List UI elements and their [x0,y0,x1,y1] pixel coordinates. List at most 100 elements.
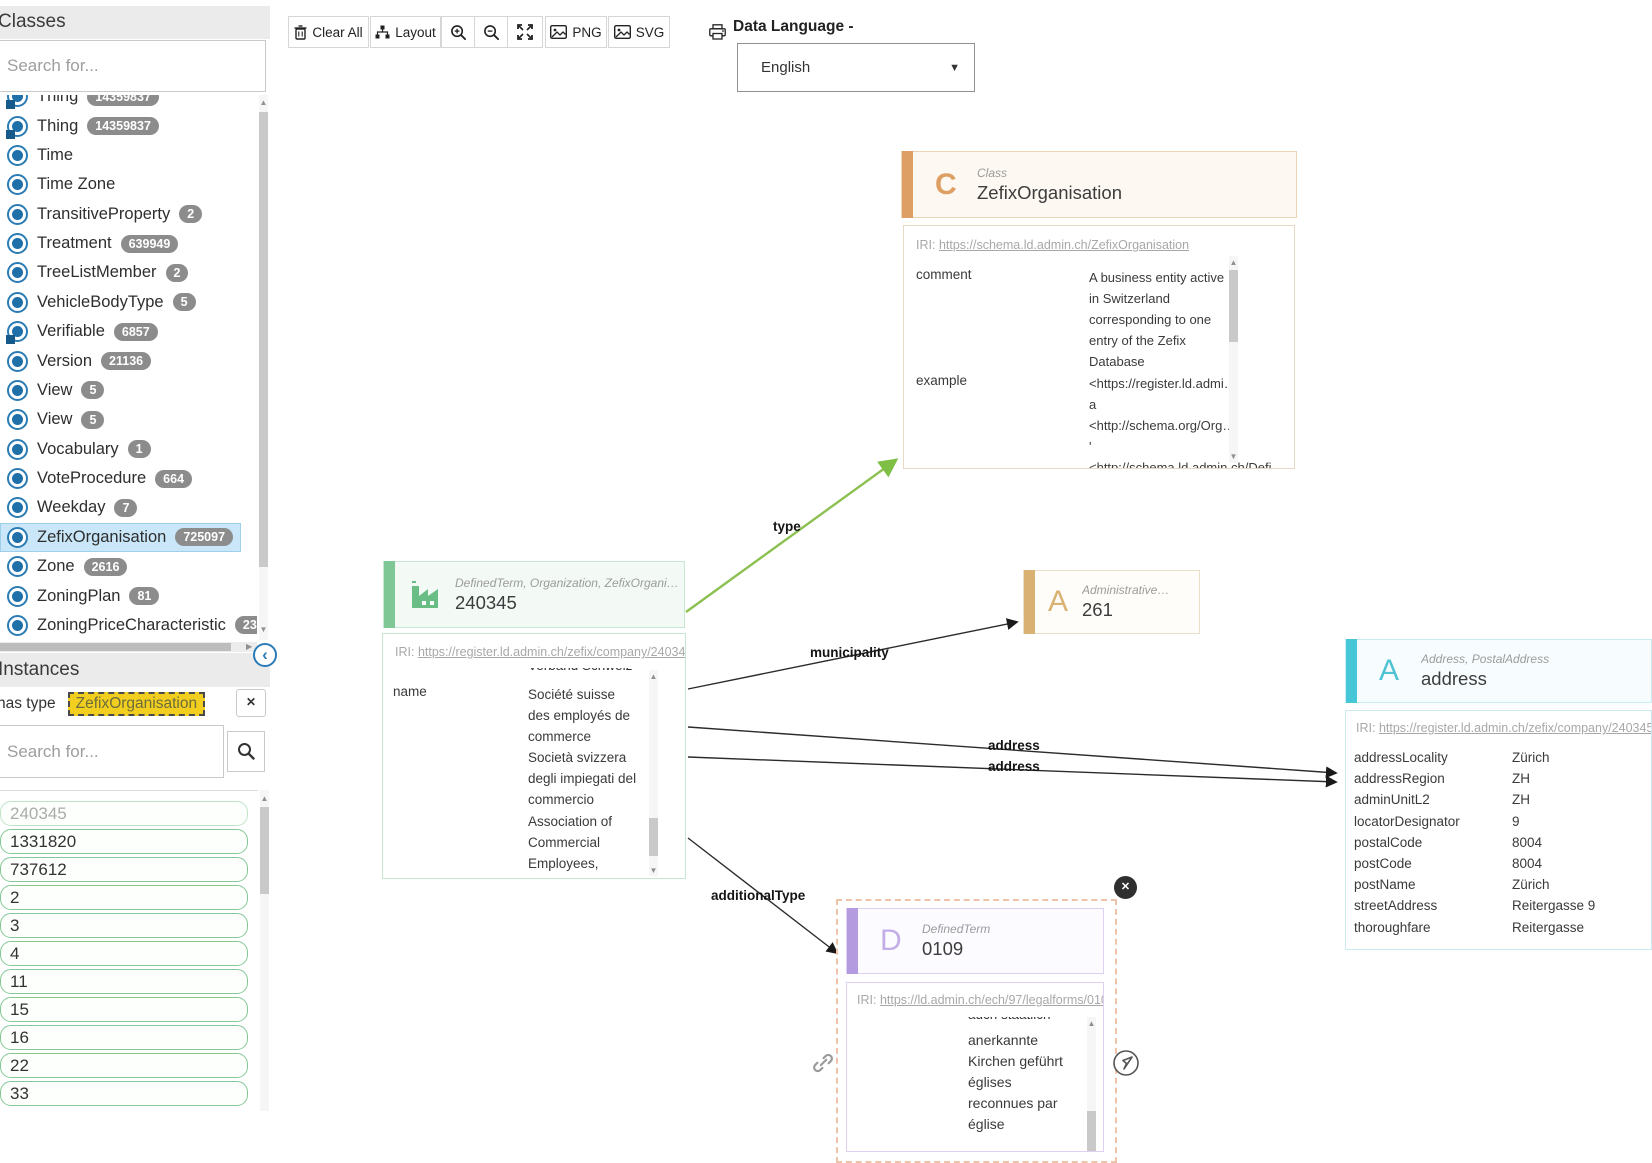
edge-type[interactable] [685,458,899,613]
detail-scrollbar[interactable]: ▲ ▼ [649,670,658,876]
instance-item[interactable]: 16 [0,1025,248,1050]
fit-view-button[interactable] [507,16,543,48]
class-list-item[interactable]: ZoningPlan 81 [0,581,167,610]
zoom-in-button[interactable] [441,16,474,48]
instance-item[interactable]: 4 [0,941,248,966]
node-kind: Class [977,165,1008,180]
property-value: Reitergasse [1512,919,1585,935]
instance-item[interactable]: 1331820 [0,829,248,854]
value-line: Commercial [528,834,601,850]
edge-label-additional-type: additionalType [711,888,806,903]
clear-filter-button[interactable]: ✕ [236,689,266,717]
property-value: Zürich [1512,750,1550,765]
scroll-up-icon[interactable]: ▲ [1087,1019,1096,1028]
instance-item[interactable]: 3 [0,913,248,938]
class-list-item[interactable]: ZoningPriceCharacteristic 2326 [0,611,257,640]
zoom-out-icon [483,24,499,40]
property-row: thoroughfare Reitergasse [1346,917,1651,938]
property-label: example [916,373,968,388]
class-list-item[interactable]: Verifiable 6857 [0,317,166,346]
clipped-scroll-line: auch staatlich [968,1017,1083,1029]
instance-search-button[interactable] [227,731,265,772]
iri-link[interactable]: https://schema.ld.admin.ch/ZefixOrganisa… [938,238,1190,252]
class-icon [7,497,28,519]
scroll-up-icon[interactable]: ▲ [649,672,658,681]
class-list-item[interactable]: Weekday 7 [0,493,145,522]
node-organization-details: IRI: https://register.ld.admin.ch/zefix/… [382,633,686,879]
class-list-item[interactable]: Thing 14359837 [0,111,167,140]
instance-item[interactable]: 22 [0,1053,248,1078]
node-administrative-261[interactable]: A Administrative… 261 [1023,570,1200,634]
scroll-up-icon[interactable]: ▲ [1229,258,1238,267]
scroll-down-icon[interactable]: ▼ [649,866,658,875]
zoom-out-button[interactable] [474,16,507,48]
node-kind: DefinedTerm [922,922,991,936]
class-list-item[interactable]: Zone 2616 [0,552,135,581]
detail-scrollbar[interactable]: ▲ [1087,1017,1096,1151]
instance-item[interactable]: 240345 [0,801,248,826]
node-class-zefixorganisation[interactable]: C Class ZefixOrganisation [901,151,1297,218]
edge-label-address-2: address [988,759,1040,774]
class-list-item[interactable]: Vocabulary 1 [0,435,159,464]
property-row: streetAddress Reitergasse 9 [1346,895,1651,916]
class-list-item[interactable]: TransitiveProperty 2 [0,200,210,229]
node-organization-240345[interactable]: DefinedTerm, Organization, ZefixOrganis…… [383,561,685,628]
instance-value: 1331820 [10,831,77,851]
class-list-item[interactable]: Version 21136 [0,346,159,375]
instance-item[interactable]: 2 [0,885,248,910]
instance-item[interactable]: 33 [0,1081,248,1106]
data-language-select[interactable]: English ▼ [737,43,975,92]
instance-value: 240345 [10,803,67,823]
class-list-item[interactable]: View 5 [0,376,112,405]
instance-value: 33 [10,1083,29,1103]
scroll-down-icon[interactable]: ▼ [259,625,268,634]
instance-item[interactable]: 11 [0,969,248,994]
print-button[interactable] [700,16,734,48]
class-list-item[interactable]: Thing 14359837 [0,95,167,111]
class-list-scrollbar[interactable]: ▲ ▼ [259,95,268,640]
class-list-item[interactable]: ZefixOrganisation 725097 [0,522,242,552]
instance-item[interactable]: 737612 [0,857,248,882]
detail-scrollbar[interactable]: ▲ ▼ [1229,256,1238,463]
iri-link[interactable]: https://register.ld.admin.ch/zefix/compa… [417,645,686,659]
scroll-up-icon[interactable]: ▲ [260,794,269,803]
class-list-item[interactable]: View 5 [0,405,112,434]
instance-search-input[interactable] [0,725,224,778]
value-line: corresponding to one [1089,312,1212,328]
class-list-item[interactable]: VehicleBodyType 5 [0,288,204,317]
sidebar-collapse-button[interactable]: ‹ [253,643,277,667]
class-list-item[interactable]: TreeListMember 2 [0,258,196,287]
scroll-down-icon[interactable]: ▼ [1229,452,1238,461]
class-letter-icon: A [1379,654,1400,687]
export-png-button[interactable]: PNG [545,16,607,48]
search-icon [238,743,255,760]
instance-list-scrollbar[interactable]: ▲ [260,790,269,1111]
instance-item[interactable]: 15 [0,997,248,1022]
has-type-chip[interactable]: ZefixOrganisation [67,692,206,716]
class-list-item[interactable]: VoteProcedure 664 [0,464,200,493]
class-list-item[interactable]: Time [0,141,81,170]
iri-link[interactable]: https://ld.admin.ch/ech/97/legalforms/01… [879,993,1104,1007]
class-count-badge: 14359837 [87,95,159,106]
navigate-node-button[interactable] [1111,1048,1141,1083]
property-label: postName [1354,877,1416,893]
class-search-input[interactable] [0,40,266,92]
iri-link[interactable]: https://register.ld.admin.ch/zefix/compa… [1378,721,1652,735]
node-address-details: IRI: https://register.ld.admin.ch/zefix/… [1345,710,1652,950]
remove-node-button[interactable]: ✕ [1114,876,1137,899]
class-list-item[interactable]: Treatment 639949 [0,229,186,258]
node-address[interactable]: A Address, PostalAddress address [1345,639,1652,703]
class-label: TreeListMember [37,263,157,282]
node-definedterm-0109[interactable]: D DefinedTerm 0109 [846,908,1104,974]
class-icon [7,526,28,548]
export-svg-button[interactable]: SVG [608,16,670,48]
property-value: ZH [1512,792,1530,808]
class-list-item[interactable]: Time Zone [0,170,123,199]
layout-button[interactable]: Layout [370,16,441,48]
scroll-right-icon[interactable]: ▶ [246,642,253,651]
scroll-up-icon[interactable]: ▲ [259,98,268,107]
clear-all-button[interactable]: Clear All [288,16,369,48]
link-node-handle[interactable] [810,1050,836,1081]
property-label: addressRegion [1354,771,1445,787]
class-list-hscrollbar[interactable]: ▶ [0,642,257,652]
